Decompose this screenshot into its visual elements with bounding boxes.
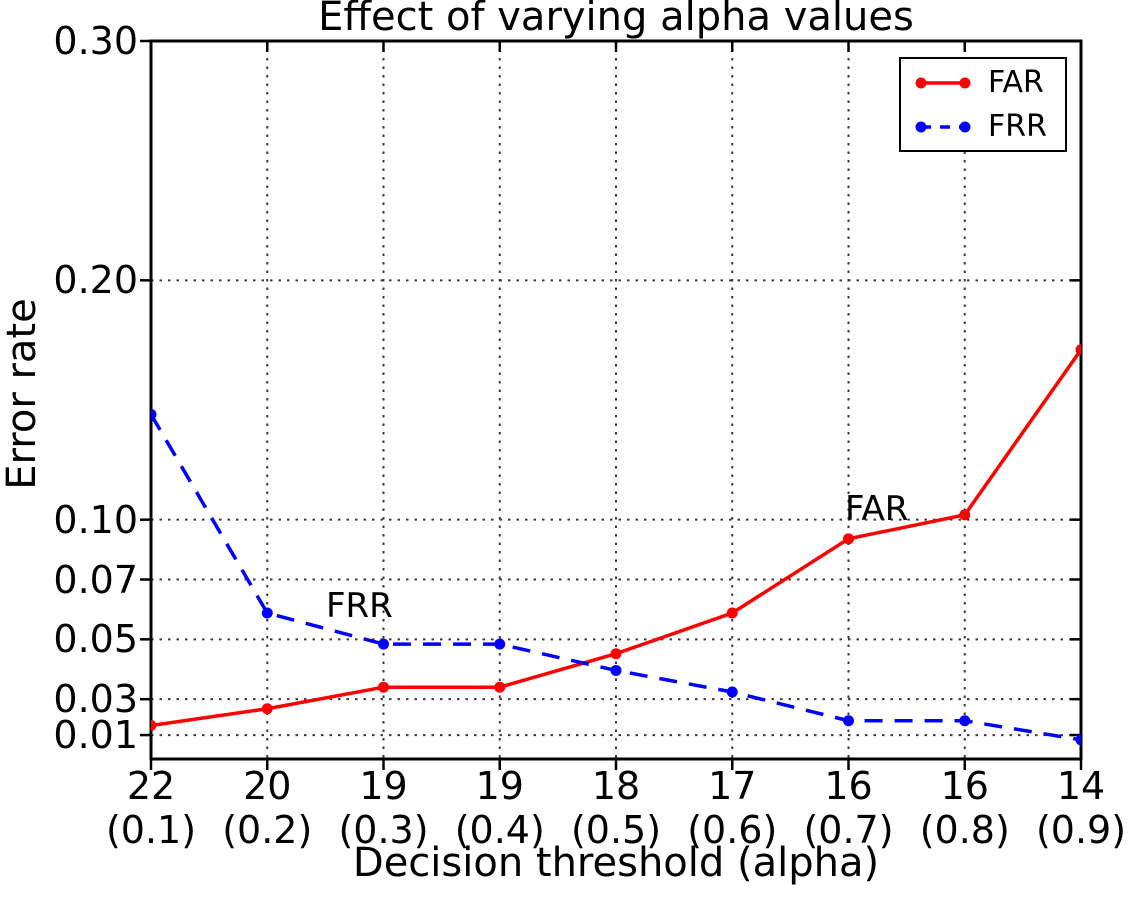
x-tick-label: 16 (0.8) <box>885 764 1045 852</box>
annotation-frr: FRR <box>326 586 393 626</box>
x-tick-threshold: 19 <box>475 764 524 808</box>
legend-item-frr: FRR <box>914 108 1065 146</box>
x-tick-threshold: 18 <box>591 764 641 808</box>
y-tick-label: 0.01 <box>53 713 138 758</box>
x-tick-threshold: 16 <box>940 764 989 808</box>
x-axis-label: Decision threshold (alpha) <box>352 840 880 886</box>
x-tick-alpha: (0.6) <box>687 808 778 852</box>
x-tick-threshold: 22 <box>126 764 176 808</box>
data-point <box>843 533 854 545</box>
legend-label-far: FAR <box>988 65 1044 100</box>
x-tick-label: 19 (0.4) <box>420 764 580 852</box>
data-point <box>261 607 273 619</box>
y-axis-label: Error rate <box>0 298 45 490</box>
x-tick-alpha: (0.1) <box>105 808 197 852</box>
x-tick-alpha: (0.5) <box>570 808 662 852</box>
data-point <box>843 715 854 727</box>
x-tick-label: 22 (0.1) <box>71 764 231 852</box>
x-tick-alpha: (0.7) <box>803 808 894 852</box>
x-tick-alpha: (0.3) <box>338 808 429 852</box>
data-point <box>1075 344 1081 356</box>
y-tick-label: 0.10 <box>53 497 138 542</box>
chart-title: Effect of varying alpha values <box>318 0 914 40</box>
data-point <box>494 681 506 693</box>
data-point <box>726 686 738 698</box>
data-point <box>378 638 389 650</box>
x-tick-threshold: 14 <box>1056 764 1106 808</box>
x-tick-threshold: 19 <box>359 764 408 808</box>
data-point <box>1075 734 1081 746</box>
data-point <box>151 408 157 420</box>
y-tick-label: 0.20 <box>53 258 138 303</box>
series-far <box>151 344 1081 731</box>
series-frr <box>151 408 1081 746</box>
x-tick-threshold: 17 <box>708 764 757 808</box>
x-tick-label: 14 (0.9) <box>1001 764 1128 852</box>
y-tick-label: 0.30 <box>53 19 138 63</box>
data-point <box>261 703 273 715</box>
legend: FAR FRR <box>899 57 1067 152</box>
x-tick-alpha: (0.9) <box>1035 808 1127 852</box>
x-tick-alpha: (0.4) <box>454 808 545 852</box>
data-point <box>151 719 157 731</box>
y-tick-label: 0.07 <box>53 557 138 602</box>
x-tick-alpha: (0.2) <box>222 808 313 852</box>
data-point <box>959 715 971 727</box>
data-point <box>726 607 738 619</box>
x-tick-threshold: 16 <box>824 764 873 808</box>
data-point <box>959 509 971 521</box>
far-line-sample-icon <box>915 77 971 88</box>
x-tick-threshold: 20 <box>243 764 292 808</box>
data-point <box>378 681 389 693</box>
annotation-far: FAR <box>845 489 909 529</box>
frr-line-sample-icon <box>915 121 971 132</box>
x-tick-label: 19 (0.3) <box>304 764 464 852</box>
data-point <box>494 638 506 650</box>
x-tick-label: 17 (0.6) <box>652 764 812 852</box>
y-tick-label: 0.05 <box>53 617 138 662</box>
x-tick-label: 20 (0.2) <box>187 764 347 852</box>
x-tick-label: 18 (0.5) <box>536 764 696 852</box>
x-tick-alpha: (0.8) <box>919 808 1010 852</box>
legend-item-far: FAR <box>914 64 1065 102</box>
data-point <box>610 664 622 676</box>
legend-label-frr: FRR <box>988 109 1047 144</box>
y-tick-label: 0.03 <box>53 677 138 722</box>
data-point <box>610 648 622 660</box>
x-tick-label: 16 (0.7) <box>769 764 929 852</box>
